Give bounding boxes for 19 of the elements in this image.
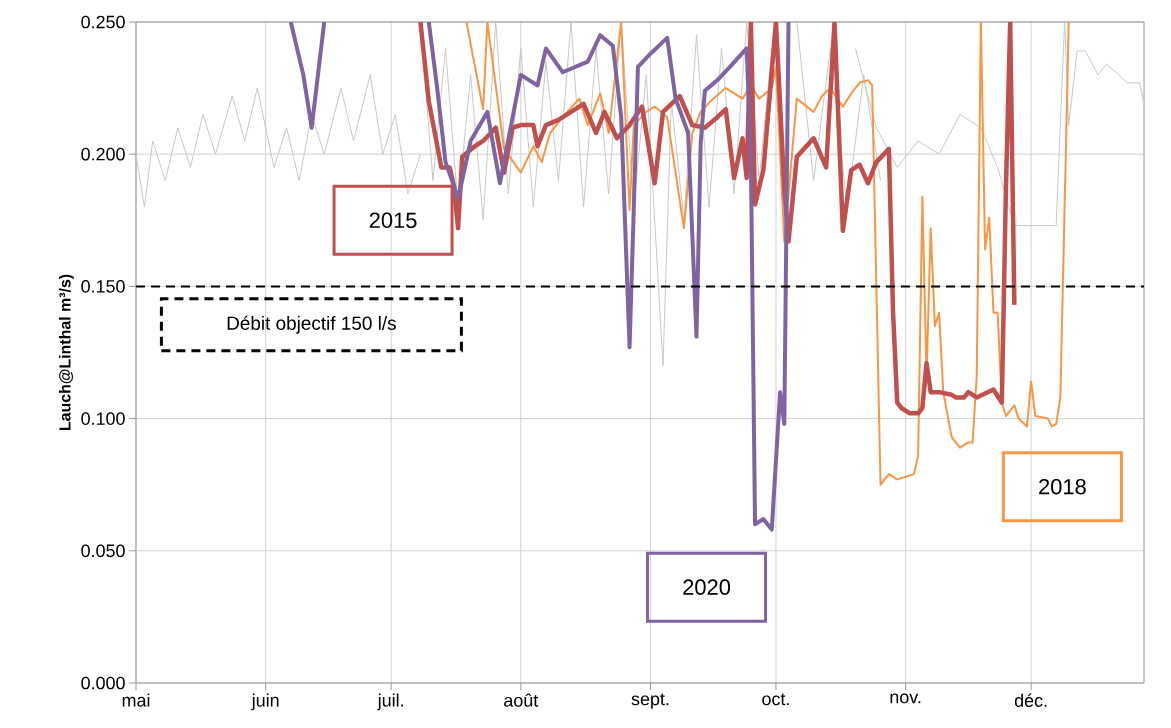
y-tick-label: 0.000 — [81, 676, 125, 690]
x-tick-label: déc. — [1014, 693, 1047, 707]
x-tick-label: mai — [122, 693, 150, 707]
y-tick-label: 0.250 — [81, 15, 125, 29]
x-tick-label: août — [504, 693, 539, 707]
y-tick-label: 0.150 — [81, 280, 125, 293]
x-tick-label: sept. — [631, 693, 669, 709]
x-tick-label: juin — [251, 693, 279, 711]
y-tick-label: 0.100 — [81, 412, 125, 425]
text: 2018 — [1039, 478, 1086, 495]
y-axis-title: Lauch@Linthal m³/s) — [58, 274, 74, 431]
y-tick-label: 0.200 — [81, 147, 125, 161]
ref-line-label: Débit objectif 150 l/s — [227, 315, 396, 334]
x-tick-label: nov. — [890, 693, 921, 704]
x-tick-label: oct. — [762, 693, 789, 706]
y-tick-label: 0.050 — [81, 544, 125, 558]
x-tick-label: juil. — [377, 693, 403, 711]
series-label: 2015 — [369, 212, 417, 229]
text: 2020 — [683, 579, 731, 595]
